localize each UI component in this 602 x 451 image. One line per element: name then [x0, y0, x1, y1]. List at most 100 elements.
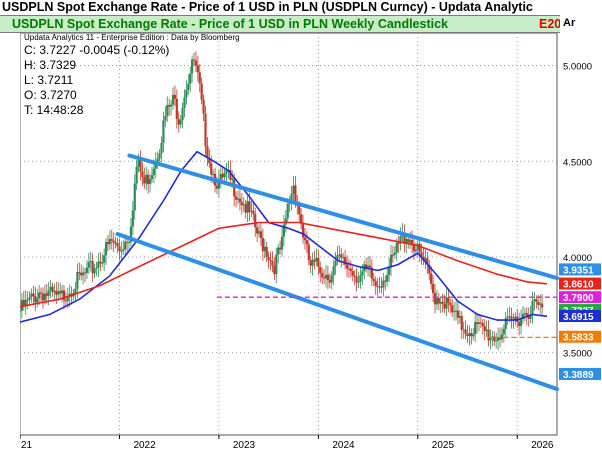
candle-body [259, 231, 263, 239]
candle-body [311, 259, 314, 266]
candle-body [34, 296, 37, 303]
candle-body [376, 286, 379, 288]
candle-body [129, 226, 133, 243]
candle-body [342, 257, 345, 259]
candle-body [386, 274, 389, 282]
candle-body [252, 210, 255, 214]
candle-body [192, 59, 196, 61]
candle-body [340, 254, 343, 258]
candle-body [196, 65, 199, 73]
candle-body [414, 249, 417, 252]
candle-body [355, 276, 358, 283]
candle-body [183, 97, 186, 109]
candle-body [535, 299, 538, 302]
candle-body [407, 239, 410, 243]
candle-body [271, 260, 274, 266]
candle-body [477, 322, 481, 325]
candle-body [250, 210, 253, 212]
chart-subtitle-bar: USDPLN Spot Exchange Rate - Price of 1 U… [0, 15, 560, 33]
candle-body [26, 299, 29, 301]
candle-body [275, 254, 278, 275]
candle-body [261, 238, 264, 252]
x-tick-label: 2022 [133, 440, 156, 451]
candle-body [215, 185, 219, 189]
x-tick-label: 2025 [432, 440, 455, 451]
candle-body [441, 301, 444, 304]
candle-body [391, 254, 395, 256]
candle-body [124, 241, 127, 250]
candle-body [66, 297, 69, 302]
candle-body [173, 94, 177, 99]
candle-body [387, 266, 391, 275]
candle-body [284, 218, 287, 225]
close-value: C: 3.7227 -0.0045 (-0.12%) [24, 43, 170, 57]
candle-body [345, 264, 349, 269]
candle-body [235, 196, 238, 200]
candle-body [380, 286, 383, 288]
candle-body [537, 301, 540, 305]
candle-body [420, 252, 423, 257]
candle-body [439, 301, 442, 304]
price-label-text: 3.7900 [563, 293, 594, 304]
candle-body [321, 272, 324, 278]
candle-body [518, 321, 521, 327]
candle-body [217, 179, 220, 189]
candle-body [397, 242, 400, 244]
candle-body [506, 316, 509, 319]
candle-body [168, 104, 171, 107]
candle-body [175, 98, 178, 120]
candle-body [405, 239, 408, 244]
y-tick-label: 4.5000 [563, 157, 592, 168]
candle-body [372, 278, 375, 282]
candle-body [349, 268, 352, 272]
candle-body [540, 303, 544, 308]
chart-flag-label: E20 [539, 17, 560, 31]
candle-body [47, 290, 50, 296]
candle-body [525, 313, 528, 316]
candle-body [493, 336, 496, 342]
candle-body [257, 231, 261, 234]
candle-body [256, 227, 259, 234]
candle-body [62, 290, 66, 301]
candle-body [437, 297, 440, 304]
candle-body [449, 302, 452, 306]
candle-body [104, 242, 108, 256]
candle-body [502, 328, 505, 335]
candle-body [460, 316, 463, 330]
candle-body [221, 173, 224, 178]
candle-body [162, 120, 165, 143]
candle-body [347, 268, 351, 270]
candle-body [95, 267, 98, 269]
candle-body [133, 183, 136, 211]
candle-body [500, 334, 504, 340]
candle-body [189, 73, 192, 84]
candle-body [125, 241, 129, 243]
candle-body [475, 322, 479, 325]
candle-body [139, 157, 142, 172]
low-value: L: 3.7211 [24, 73, 74, 87]
candle-body [131, 210, 134, 227]
candle-body [200, 83, 203, 100]
candle-body [409, 239, 412, 243]
candle-body [122, 249, 125, 251]
candle-body [204, 113, 207, 147]
candle-body [97, 261, 100, 268]
candle-body [43, 293, 46, 301]
candle-body [533, 299, 536, 301]
candle-body [361, 271, 364, 276]
candle-body [108, 239, 111, 245]
time-value: T: 14:48:28 [24, 103, 84, 117]
candle-body [357, 281, 360, 283]
candle-body [191, 59, 194, 74]
candle-body [485, 329, 488, 331]
candle-body [481, 323, 484, 327]
candle-body [103, 255, 106, 263]
candle-body [328, 280, 331, 283]
candle-body [309, 260, 312, 266]
candle-body [435, 297, 439, 305]
candle-body [116, 242, 119, 247]
data-source: Updata Analytics 11 - Enterprise Edition… [24, 33, 240, 42]
candle-body [38, 292, 41, 299]
candle-body [248, 201, 251, 212]
candle-body [244, 204, 247, 213]
